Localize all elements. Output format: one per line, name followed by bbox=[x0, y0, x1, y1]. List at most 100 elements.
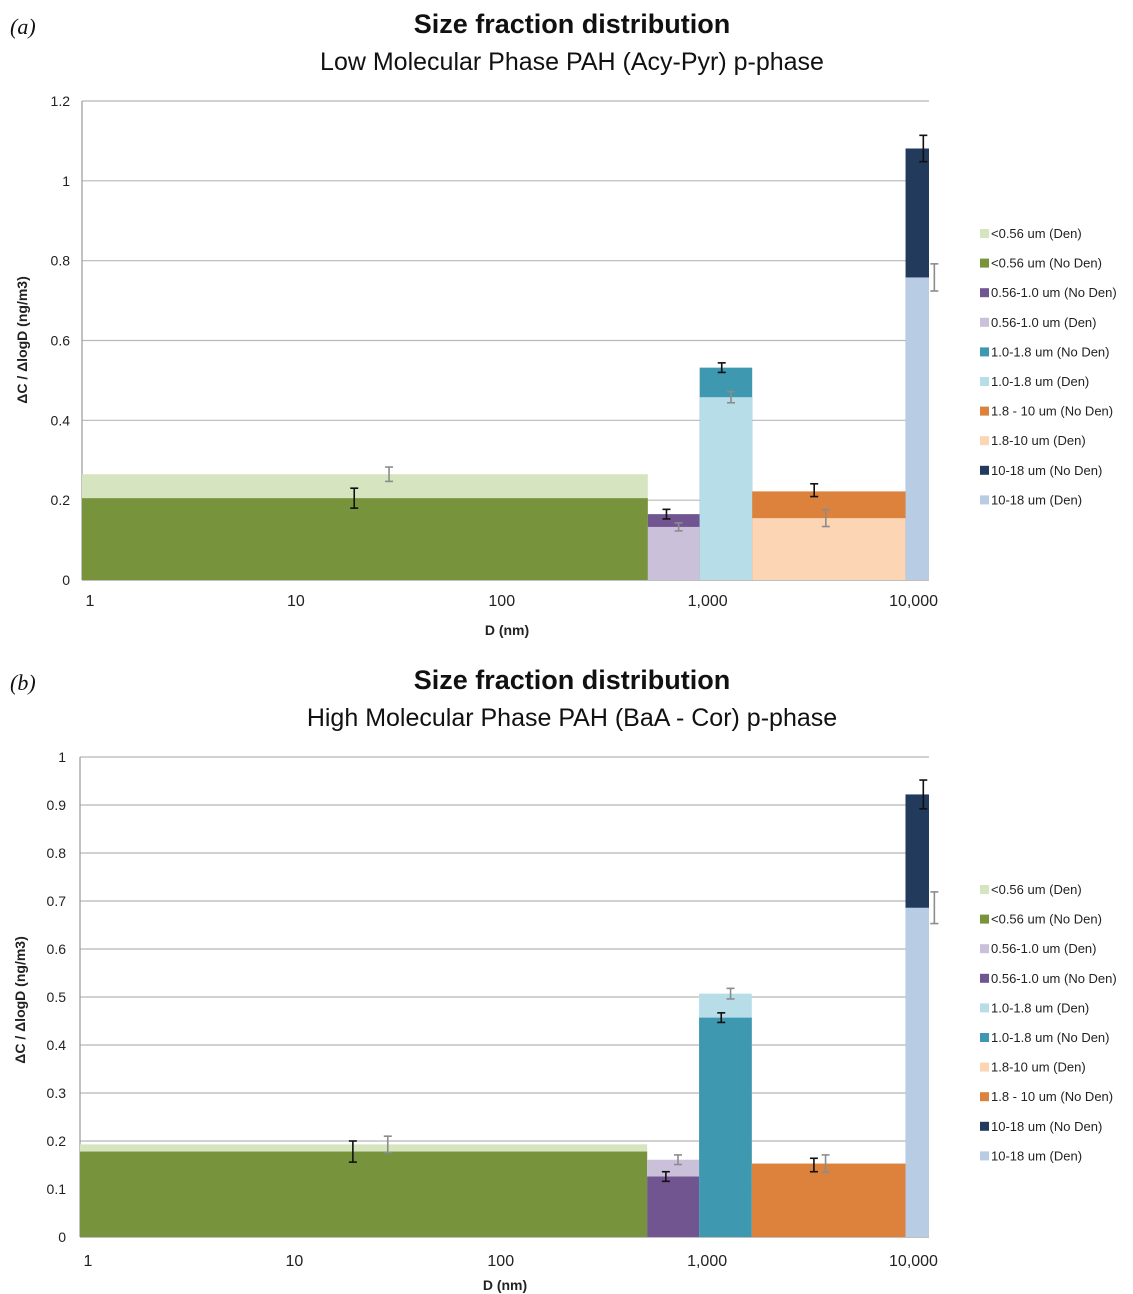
legend-swatch bbox=[980, 436, 989, 446]
bar bbox=[751, 1163, 906, 1237]
x-tick-label: 100 bbox=[488, 593, 515, 610]
bar bbox=[647, 526, 700, 580]
legend-entry: 0.56-1.0 um (Den) bbox=[980, 941, 1097, 956]
error-bar bbox=[919, 134, 928, 163]
legend-label: 0.56-1.0 um (Den) bbox=[991, 941, 1097, 956]
legend-swatch bbox=[980, 258, 989, 268]
y-tick-label: 0.8 bbox=[47, 845, 67, 861]
x-tick-label: 10 bbox=[285, 1253, 303, 1270]
legend-entry: 1.8 - 10 um (No Den) bbox=[980, 404, 1113, 419]
legend-entry: 1.0-1.8 um (No Den) bbox=[980, 1030, 1110, 1045]
legend-swatch bbox=[980, 229, 989, 238]
panel-label: (b) bbox=[10, 670, 36, 695]
error-bar bbox=[821, 508, 830, 528]
legend-entry: 1.0-1.8 um (Den) bbox=[980, 374, 1089, 389]
error-bar bbox=[673, 1154, 682, 1166]
error-bar bbox=[662, 508, 671, 520]
legend-swatch bbox=[980, 347, 989, 357]
y-tick-label: 0.2 bbox=[47, 1133, 67, 1149]
legend-swatch bbox=[980, 1092, 989, 1102]
panel-label: (a) bbox=[10, 14, 36, 39]
y-tick-label: 0 bbox=[58, 1229, 66, 1245]
tick-labels: 0 0.2 0.4 0.6 0.8 1 1.2 1 10 100 1,000 10,000 bbox=[51, 93, 939, 610]
legend-label: 10-18 um (No Den) bbox=[991, 1119, 1102, 1134]
legend-entry: 1.8-10 um (Den) bbox=[980, 433, 1086, 448]
legend-label: 1.0-1.8 um (No Den) bbox=[991, 1030, 1110, 1045]
error-bar bbox=[661, 1170, 670, 1183]
legend-label: 1.8 - 10 um (No Den) bbox=[991, 404, 1113, 419]
x-axis-title: D (nm) bbox=[485, 622, 529, 638]
y-tick-label: 0.9 bbox=[47, 797, 67, 813]
legend-label: 10-18 um (Den) bbox=[991, 1148, 1082, 1163]
legend-label: 1.0-1.8 um (Den) bbox=[991, 1000, 1089, 1015]
legend-label: 1.8-10 um (Den) bbox=[991, 433, 1086, 448]
legend-entry: 0.56-1.0 um (Den) bbox=[980, 315, 1097, 330]
legend-label: 1.8 - 10 um (No Den) bbox=[991, 1089, 1113, 1104]
error-bar bbox=[717, 362, 726, 374]
bar bbox=[82, 498, 648, 580]
bar bbox=[905, 277, 929, 580]
legend-entry: 10-18 um (No Den) bbox=[980, 1119, 1102, 1134]
chart-subtitle: High Molecular Phase PAH (BaA - Cor) p-p… bbox=[307, 704, 837, 732]
legend-entry: 1.8 - 10 um (No Den) bbox=[980, 1089, 1113, 1104]
bar bbox=[905, 907, 929, 1237]
y-tick-label: 0.2 bbox=[51, 492, 71, 508]
x-tick-label: 10,000 bbox=[889, 1253, 938, 1270]
legend-swatch bbox=[980, 914, 989, 924]
error-bars bbox=[350, 134, 939, 532]
y-tick-label: 0.6 bbox=[51, 333, 71, 349]
legend-label: 1.0-1.8 um (No Den) bbox=[991, 344, 1110, 359]
y-tick-label: 0.8 bbox=[51, 253, 71, 269]
error-bar bbox=[717, 1012, 726, 1024]
chart-panel-b: (b) Size fraction distribution High Mole… bbox=[10, 665, 1117, 1293]
x-tick-label: 1 bbox=[84, 1253, 93, 1270]
error-bars bbox=[348, 779, 939, 1183]
error-bar bbox=[821, 1154, 830, 1173]
legend-swatch bbox=[980, 317, 989, 327]
error-bar bbox=[930, 263, 939, 292]
y-tick-label: 0.4 bbox=[51, 412, 71, 428]
legend-swatch bbox=[980, 288, 989, 298]
gridlines bbox=[81, 100, 929, 581]
y-tick-label: 0.4 bbox=[47, 1037, 67, 1053]
legend-entry: <0.56 um (Den) bbox=[980, 882, 1082, 897]
legend-label: 1.8-10 um (Den) bbox=[991, 1060, 1086, 1075]
legend-swatch bbox=[980, 944, 989, 954]
error-bar bbox=[727, 390, 736, 404]
legend-swatch bbox=[980, 1003, 989, 1013]
x-axis-title: D (nm) bbox=[483, 1277, 527, 1293]
error-bar bbox=[348, 1140, 357, 1163]
legend-entry: 0.56-1.0 um (No Den) bbox=[980, 285, 1117, 300]
legend-label: <0.56 um (Den) bbox=[991, 882, 1082, 897]
y-tick-label: 0 bbox=[62, 572, 70, 588]
y-tick-label: 0.5 bbox=[47, 989, 67, 1005]
y-tick-label: 1.2 bbox=[51, 93, 71, 109]
legend-label: <0.56 um (Den) bbox=[991, 226, 1082, 241]
chart-panel-a: (a) Size fraction distribution Low Molec… bbox=[10, 9, 1117, 638]
error-bar bbox=[383, 1135, 392, 1154]
error-bar bbox=[930, 891, 939, 925]
y-tick-label: 1 bbox=[58, 749, 66, 765]
legend-swatch bbox=[980, 885, 989, 894]
legend-label: 0.56-1.0 um (No Den) bbox=[991, 971, 1117, 986]
legend-swatch bbox=[980, 1033, 989, 1042]
legend-entry: <0.56 um (No Den) bbox=[980, 912, 1102, 927]
chart-title: Size fraction distribution bbox=[414, 665, 731, 695]
x-tick-label: 100 bbox=[487, 1253, 514, 1270]
error-bar bbox=[810, 483, 819, 498]
x-tick-label: 1 bbox=[86, 593, 95, 610]
legend-label: 1.0-1.8 um (Den) bbox=[991, 374, 1089, 389]
tick-labels: 0 0.1 0.2 0.3 0.4 0.5 0.6 0.7 0.8 0.9 1 1 10 100 1,000… bbox=[47, 749, 939, 1270]
error-bar bbox=[674, 522, 683, 532]
legend: <0.56 um (Den) <0.56 um (No Den) 0.56-1.0 … bbox=[980, 882, 1117, 1163]
bars bbox=[82, 148, 929, 580]
error-bar bbox=[385, 466, 394, 483]
legend-entry: 1.0-1.8 um (No Den) bbox=[980, 344, 1110, 359]
x-tick-label: 1,000 bbox=[688, 593, 728, 610]
legend-entry: 10-18 um (Den) bbox=[980, 492, 1082, 507]
y-tick-label: 0.7 bbox=[47, 893, 67, 909]
legend-entry: 10-18 um (Den) bbox=[980, 1148, 1082, 1163]
x-tick-label: 10,000 bbox=[889, 593, 938, 610]
bars bbox=[80, 794, 929, 1237]
